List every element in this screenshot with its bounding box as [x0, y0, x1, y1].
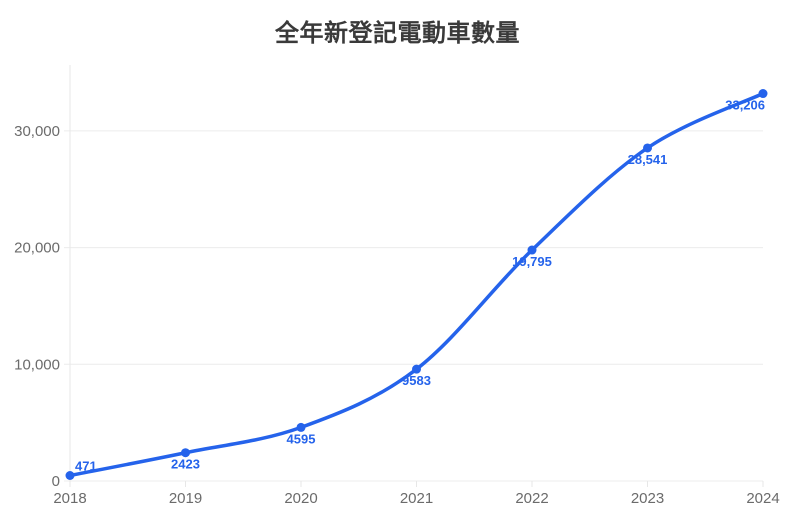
data-point-label: 2423 — [171, 457, 200, 472]
data-point[interactable] — [65, 471, 75, 481]
x-axis-tick-label: 2022 — [515, 490, 548, 507]
data-point[interactable] — [412, 364, 421, 374]
data-point[interactable] — [643, 143, 652, 153]
x-axis-tick-label: 2024 — [746, 490, 779, 507]
data-point[interactable] — [296, 422, 306, 432]
data-point[interactable] — [527, 245, 537, 255]
series-line — [68, 91, 765, 478]
x-axis-tick-label: 2019 — [169, 490, 202, 507]
data-point-label: 19,795 — [512, 254, 552, 269]
x-axis-tick-label: 2018 — [53, 490, 86, 507]
data-point-label: 471 — [75, 459, 97, 474]
x-axis-tick-label: 2021 — [400, 490, 433, 507]
data-point[interactable] — [758, 89, 768, 99]
data-point-label: 33,206 — [725, 98, 765, 113]
data-point-label: 28,541 — [628, 152, 668, 167]
data-point[interactable] — [181, 448, 190, 458]
data-point-label: 9583 — [402, 373, 431, 388]
y-axis-tick-label: 10,000 — [14, 356, 60, 373]
y-axis-tick-label: 20,000 — [14, 240, 60, 257]
y-axis-tick-label: 0 — [52, 473, 60, 490]
x-axis-tick-label: 2020 — [284, 490, 317, 507]
x-axis-tick-label: 2023 — [631, 490, 664, 507]
y-axis-tick-label: 30,000 — [14, 123, 60, 140]
chart-title: 全年新登記電動車數量 — [275, 20, 520, 47]
data-point-label: 4595 — [287, 431, 316, 446]
